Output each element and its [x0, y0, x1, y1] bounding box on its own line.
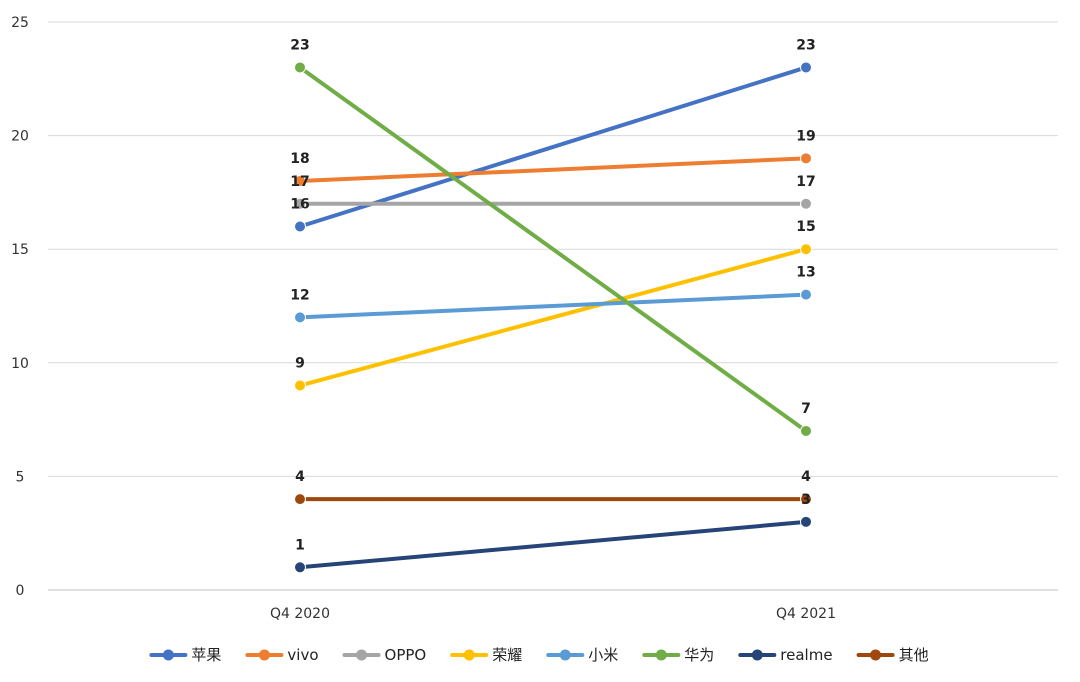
data-point [294, 561, 306, 574]
legend: 苹果 vivo OPPO 荣耀 小米 华为 realme 其他 [149, 646, 929, 664]
data-label: 13 [796, 265, 815, 281]
y-axis: 0 5 10 15 20 25 [11, 15, 29, 599]
data-label: 23 [796, 37, 815, 53]
series-line [298, 65, 808, 229]
data-label: 15 [796, 219, 815, 235]
y-tick-label: 20 [11, 129, 29, 145]
legend-label: 小米 [588, 646, 618, 664]
series-line [298, 247, 808, 388]
data-point [800, 197, 812, 210]
data-point [800, 515, 812, 528]
x-axis: Q4 2020 Q4 2021 [270, 606, 836, 622]
y-tick-label: 25 [11, 15, 29, 31]
legend-marker [751, 649, 763, 661]
data-point [294, 379, 306, 392]
legend-label: OPPO [385, 646, 427, 664]
data-label: 12 [290, 287, 309, 303]
data-point [294, 493, 306, 506]
series-line [298, 156, 808, 184]
data-point [294, 61, 306, 74]
legend-marker [463, 649, 475, 661]
legend-label: 其他 [899, 646, 929, 664]
x-tick-label: Q4 2021 [776, 606, 836, 622]
data-point [800, 152, 812, 165]
data-label: 4 [295, 469, 305, 485]
data-label: 1 [295, 537, 305, 553]
data-label: 18 [290, 151, 309, 167]
legend-label: 荣耀 [492, 646, 522, 664]
y-tick-label: 15 [11, 242, 29, 258]
series-line [298, 65, 808, 433]
series-points [294, 61, 812, 574]
y-tick-label: 5 [16, 469, 25, 485]
data-label: 3 [801, 492, 811, 508]
legend-label: 苹果 [191, 646, 221, 664]
data-label: 17 [290, 174, 309, 190]
legend-label: vivo [287, 646, 318, 664]
legend-marker [258, 649, 270, 661]
y-tick-label: 0 [16, 583, 25, 599]
data-label: 4 [801, 469, 811, 485]
data-point [800, 243, 812, 256]
data-point [294, 220, 306, 233]
legend-label: 华为 [684, 646, 714, 664]
x-tick-label: Q4 2020 [270, 606, 330, 622]
data-label: 9 [295, 356, 305, 372]
grid-lines [48, 21, 1058, 591]
legend-marker [356, 649, 368, 661]
legend-label: realme [780, 646, 832, 664]
data-point [800, 493, 812, 506]
data-label: 23 [290, 37, 309, 53]
data-label: 16 [290, 196, 309, 212]
data-label: 7 [801, 401, 811, 417]
y-tick-label: 10 [11, 356, 29, 372]
data-label: 19 [796, 128, 815, 144]
data-point [800, 424, 812, 437]
data-point [294, 175, 306, 188]
series-line [298, 292, 808, 320]
data-point [294, 197, 306, 210]
data-label: 17 [796, 174, 815, 190]
series-line [298, 519, 808, 570]
legend-marker [559, 649, 571, 661]
legend-marker [870, 649, 882, 661]
legend-marker [655, 649, 667, 661]
data-labels: 23 18 17 16 12 9 4 1 23 19 17 15 13 7 4 3 [290, 37, 815, 553]
legend-marker [162, 649, 174, 661]
series-lines [298, 65, 808, 570]
data-point [294, 311, 306, 324]
data-point [800, 61, 812, 74]
data-point [800, 288, 812, 301]
